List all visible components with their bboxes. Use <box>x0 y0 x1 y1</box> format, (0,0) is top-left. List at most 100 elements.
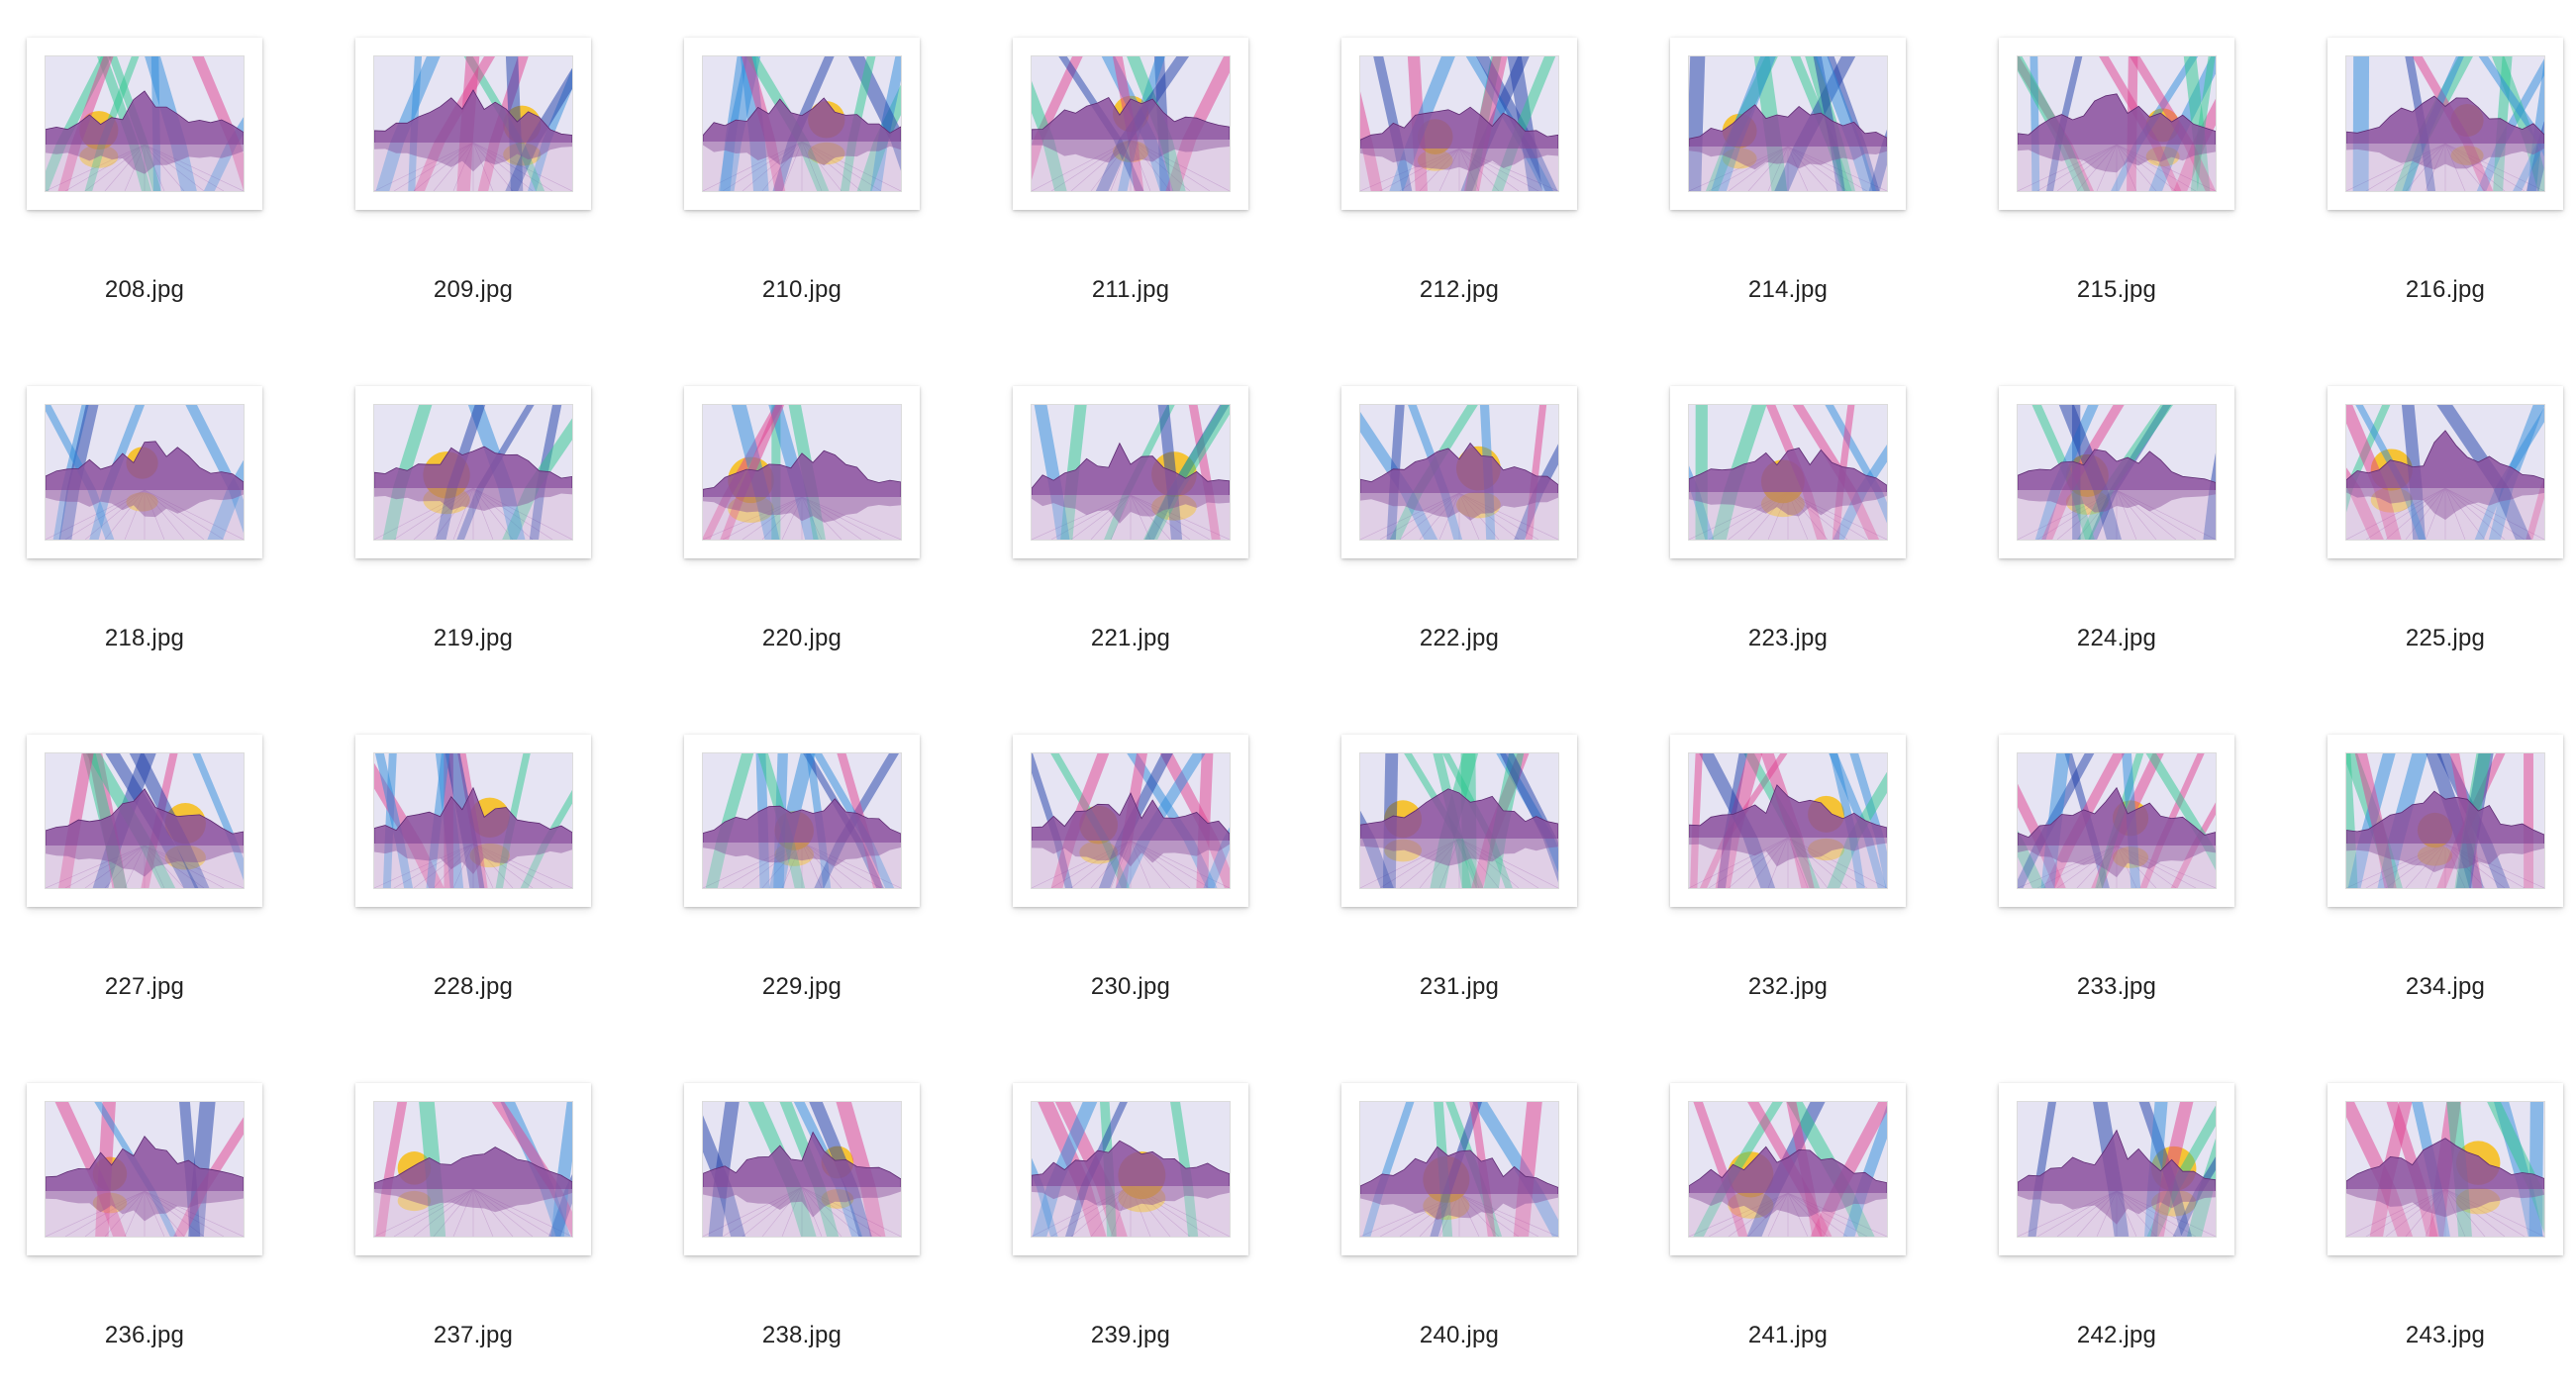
image-thumbnail-icon <box>1031 752 1231 889</box>
image-thumbnail-icon <box>2345 1101 2545 1238</box>
image-thumbnail-icon <box>1359 752 1559 889</box>
file-name-label: 221.jpg <box>1090 625 1171 651</box>
image-thumbnail-icon <box>2345 55 2545 192</box>
image-thumbnail[interactable] <box>1341 735 1577 907</box>
image-thumbnail[interactable] <box>355 386 591 558</box>
image-thumbnail[interactable] <box>1999 1083 2234 1255</box>
image-thumbnail[interactable] <box>1670 38 1906 210</box>
file-item[interactable]: 224.jpg <box>1972 348 2301 697</box>
file-name-label: 239.jpg <box>1090 1322 1171 1348</box>
file-item[interactable]: 231.jpg <box>1315 697 1643 1046</box>
file-item[interactable]: 225.jpg <box>2301 348 2576 697</box>
image-thumbnail[interactable] <box>1013 735 1248 907</box>
image-thumbnail-icon <box>373 404 573 541</box>
image-thumbnail[interactable] <box>1999 38 2234 210</box>
image-thumbnail[interactable] <box>2328 735 2563 907</box>
image-thumbnail[interactable] <box>684 386 920 558</box>
file-name-label: 243.jpg <box>2405 1322 2486 1348</box>
file-item[interactable]: 242.jpg <box>1972 1046 2301 1394</box>
image-thumbnail[interactable] <box>1013 386 1248 558</box>
file-item[interactable]: 216.jpg <box>2301 0 2576 348</box>
file-item[interactable]: 236.jpg <box>0 1046 329 1394</box>
file-name-label: 218.jpg <box>104 625 185 651</box>
image-thumbnail[interactable] <box>355 1083 591 1255</box>
file-item[interactable]: 230.jpg <box>986 697 1315 1046</box>
image-thumbnail[interactable] <box>1999 386 2234 558</box>
file-name-label: 236.jpg <box>104 1322 185 1348</box>
image-thumbnail[interactable] <box>1341 38 1577 210</box>
file-item[interactable]: 220.jpg <box>657 348 986 697</box>
file-name-label: 242.jpg <box>2076 1322 2157 1348</box>
file-item[interactable]: 240.jpg <box>1315 1046 1643 1394</box>
file-item[interactable]: 233.jpg <box>1972 697 2301 1046</box>
file-name-label: 215.jpg <box>2076 276 2157 303</box>
image-thumbnail[interactable] <box>1341 386 1577 558</box>
file-item[interactable]: 229.jpg <box>657 697 986 1046</box>
file-item[interactable]: 218.jpg <box>0 348 329 697</box>
image-thumbnail[interactable] <box>27 735 262 907</box>
image-thumbnail-icon <box>1031 1101 1231 1238</box>
file-name-label: 233.jpg <box>2076 973 2157 1000</box>
file-name-label: 210.jpg <box>761 276 842 303</box>
image-thumbnail-icon <box>2017 55 2217 192</box>
image-thumbnail[interactable] <box>1670 386 1906 558</box>
image-thumbnail-icon <box>1359 404 1559 541</box>
image-thumbnail[interactable] <box>1341 1083 1577 1255</box>
file-item[interactable]: 234.jpg <box>2301 697 2576 1046</box>
file-item[interactable]: 227.jpg <box>0 697 329 1046</box>
file-name-label: 211.jpg <box>1091 276 1170 303</box>
file-item[interactable]: 210.jpg <box>657 0 986 348</box>
image-thumbnail[interactable] <box>1013 1083 1248 1255</box>
file-name-label: 214.jpg <box>1747 276 1829 303</box>
image-thumbnail[interactable] <box>27 386 262 558</box>
image-thumbnail[interactable] <box>27 1083 262 1255</box>
image-thumbnail-icon <box>702 752 902 889</box>
image-thumbnail[interactable] <box>27 38 262 210</box>
file-item[interactable]: 219.jpg <box>329 348 657 697</box>
image-thumbnail[interactable] <box>1670 1083 1906 1255</box>
file-item[interactable]: 208.jpg <box>0 0 329 348</box>
image-thumbnail[interactable] <box>1670 735 1906 907</box>
image-thumbnail[interactable] <box>355 38 591 210</box>
image-thumbnail[interactable] <box>1013 38 1248 210</box>
file-name-label: 228.jpg <box>433 973 514 1000</box>
image-thumbnail[interactable] <box>355 735 591 907</box>
file-name-label: 231.jpg <box>1419 973 1500 1000</box>
file-item[interactable]: 214.jpg <box>1643 0 1972 348</box>
file-item[interactable]: 237.jpg <box>329 1046 657 1394</box>
image-thumbnail-icon <box>45 404 245 541</box>
file-item[interactable]: 228.jpg <box>329 697 657 1046</box>
file-name-label: 219.jpg <box>433 625 514 651</box>
image-thumbnail-icon <box>45 55 245 192</box>
image-thumbnail-icon <box>45 752 245 889</box>
file-item[interactable]: 241.jpg <box>1643 1046 1972 1394</box>
file-name-label: 216.jpg <box>2405 276 2486 303</box>
file-item[interactable]: 211.jpg <box>986 0 1315 348</box>
file-item[interactable]: 232.jpg <box>1643 697 1972 1046</box>
image-thumbnail[interactable] <box>684 1083 920 1255</box>
image-thumbnail[interactable] <box>684 735 920 907</box>
image-thumbnail-icon <box>45 1101 245 1238</box>
file-item[interactable]: 243.jpg <box>2301 1046 2576 1394</box>
image-thumbnail-icon <box>2345 752 2545 889</box>
file-item[interactable]: 209.jpg <box>329 0 657 348</box>
file-item[interactable]: 222.jpg <box>1315 348 1643 697</box>
image-thumbnail[interactable] <box>2328 386 2563 558</box>
file-item[interactable]: 223.jpg <box>1643 348 1972 697</box>
file-name-label: 212.jpg <box>1419 276 1500 303</box>
image-thumbnail[interactable] <box>2328 1083 2563 1255</box>
file-name-label: 229.jpg <box>761 973 842 1000</box>
image-thumbnail[interactable] <box>684 38 920 210</box>
file-item[interactable]: 215.jpg <box>1972 0 2301 348</box>
file-item[interactable]: 239.jpg <box>986 1046 1315 1394</box>
image-thumbnail[interactable] <box>2328 38 2563 210</box>
image-thumbnail[interactable] <box>1999 735 2234 907</box>
image-thumbnail-icon <box>1031 404 1231 541</box>
file-item[interactable]: 212.jpg <box>1315 0 1643 348</box>
file-item[interactable]: 221.jpg <box>986 348 1315 697</box>
image-thumbnail-icon <box>2345 404 2545 541</box>
image-thumbnail-icon <box>2017 1101 2217 1238</box>
file-name-label: 230.jpg <box>1090 973 1171 1000</box>
file-item[interactable]: 238.jpg <box>657 1046 986 1394</box>
image-thumbnail-icon <box>1688 1101 1888 1238</box>
